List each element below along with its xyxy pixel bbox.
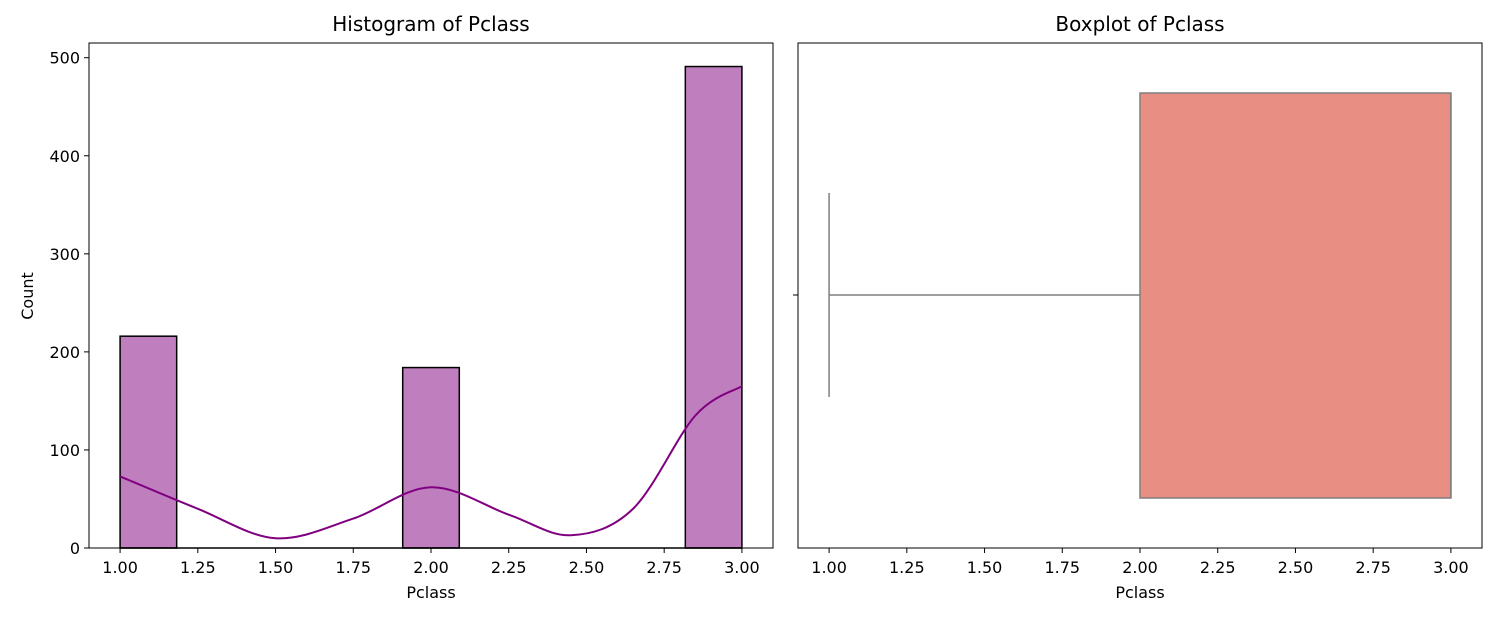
- boxplot-x-tick-label: 2.00: [1122, 558, 1158, 577]
- histogram-frame: [88, 42, 774, 549]
- histogram-panel: Histogram of Pclass 1.00 1.25 1.50 1.75 2.00…: [18, 12, 774, 602]
- boxplot-x-tick-label: 2.25: [1200, 558, 1236, 577]
- boxplot-x-tick-label: 1.75: [1044, 558, 1080, 577]
- histogram-x-tick-label: 2.25: [491, 558, 527, 577]
- histogram-bar: [119, 335, 178, 549]
- boxplot-x-tick-label: 1.50: [967, 558, 1003, 577]
- histogram-bar: [684, 65, 743, 549]
- histogram-y-tick-label: 400: [49, 147, 80, 166]
- boxplot-x-tick-label: 3.00: [1433, 558, 1469, 577]
- histogram-x-tick-label: 2.75: [646, 558, 682, 577]
- boxplot-x-tick-label: 2.50: [1278, 558, 1314, 577]
- histogram-x-tick-label: 2.00: [413, 558, 449, 577]
- boxplot-x-tick-label: 1.00: [811, 558, 847, 577]
- histogram-title: Histogram of Pclass: [332, 12, 529, 36]
- histogram-x-tick-label: 1.00: [102, 558, 138, 577]
- histogram-plot-area: 1.00 1.25 1.50 1.75 2.00 2.25 2.50 2.75 3.00 0 100…: [49, 49, 759, 577]
- histogram-x-label: Pclass: [406, 583, 455, 602]
- histogram-y-tick-label: 0: [70, 539, 80, 558]
- histogram-y-label: Count: [18, 272, 37, 320]
- histogram-x-tick-label: 1.50: [258, 558, 294, 577]
- histogram-bar: [401, 366, 461, 549]
- boxplot-box: [1139, 92, 1452, 499]
- histogram-x-tick-label: 1.75: [335, 558, 371, 577]
- histogram-y-tick-label: 200: [49, 343, 80, 362]
- histogram-x-tick-label: 3.00: [724, 558, 760, 577]
- histogram-x-tick-label: 2.50: [569, 558, 605, 577]
- boxplot-plot-area: 1.00 1.25 1.50 1.75 2.00 2.25 2.50 2.75 3.00: [811, 92, 1469, 577]
- boxplot-x-tick-label: 2.75: [1355, 558, 1391, 577]
- histogram-y-tick-label: 300: [49, 245, 80, 264]
- histogram-y-tick-label: 500: [49, 49, 80, 68]
- histogram-kde-line: [119, 385, 743, 540]
- boxplot-panel: Boxplot of Pclass 1.00 1.25 1.50 1.75 2.00 2.…: [793, 12, 1483, 602]
- boxplot-x-tick-label: 1.25: [889, 558, 925, 577]
- boxplot-x-label: Pclass: [1115, 583, 1164, 602]
- histogram-x-tick-label: 1.25: [180, 558, 216, 577]
- boxplot-title: Boxplot of Pclass: [1055, 12, 1224, 36]
- histogram-y-tick-label: 100: [49, 441, 80, 460]
